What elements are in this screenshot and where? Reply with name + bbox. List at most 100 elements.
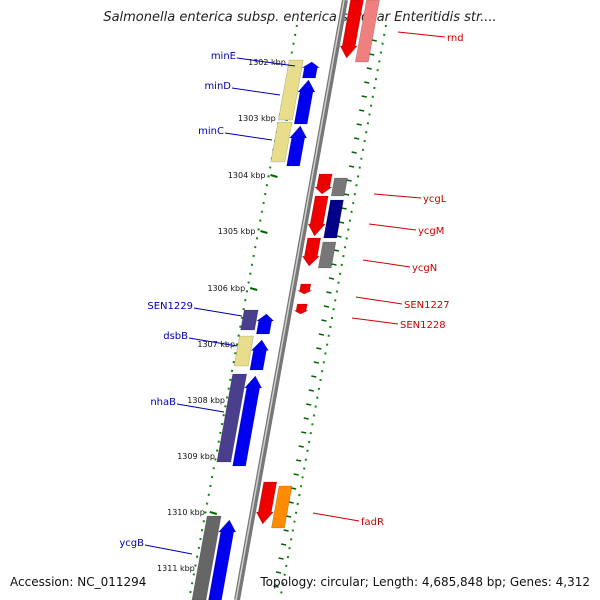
left-gene-labels: minE minD minC SEN1229 dsbB nhaB ycgB — [119, 51, 296, 555]
minor-tick — [318, 333, 325, 336]
tick-label: 1307 kbp — [197, 340, 235, 349]
genome-backbone — [234, 0, 348, 600]
minor-tick — [275, 571, 282, 574]
gene-feature — [307, 195, 329, 237]
gene-label: minC — [198, 126, 224, 137]
leader-line — [351, 317, 399, 325]
tick-label: 1303 kbp — [238, 114, 276, 123]
leader-line — [144, 544, 193, 555]
gene-feature — [301, 61, 321, 79]
leader-line — [176, 403, 225, 413]
cds-feature — [240, 309, 259, 331]
minor-tick — [364, 81, 370, 84]
gene-feature — [297, 283, 312, 295]
minor-tick — [293, 473, 299, 476]
genome-backbone-highlight — [235, 0, 345, 600]
topology-text: Topology: circular; Length: 4,685,848 bp… — [260, 575, 590, 589]
minor-tick — [351, 151, 357, 154]
tick-mark — [260, 230, 268, 234]
gene-feature — [293, 303, 309, 315]
minor-tick — [316, 347, 322, 350]
minor-tick — [326, 291, 332, 294]
minor-tick — [331, 263, 337, 266]
minor-tick — [288, 501, 294, 504]
gene-features — [191, 0, 380, 600]
leader-line — [373, 193, 422, 199]
tick-mark — [249, 287, 258, 291]
gene-feature — [314, 173, 333, 195]
minor-tick — [303, 417, 309, 420]
gene-feature — [339, 0, 364, 59]
gene-feature — [255, 481, 278, 525]
minor-tick — [273, 585, 279, 588]
accession-text: Accession: NC_011294 — [10, 575, 147, 589]
minor-tick — [343, 193, 350, 196]
cds-feature — [270, 121, 293, 163]
minor-tick — [328, 277, 335, 280]
leader-line — [312, 512, 360, 522]
gene-label: SEN1228 — [400, 320, 446, 331]
gene-feature — [255, 313, 275, 335]
gene-label: ycgL — [423, 194, 447, 205]
tick-label: 1311 kbp — [157, 564, 195, 573]
cds-feature — [323, 199, 344, 239]
minor-tick — [321, 319, 327, 322]
tick-label: 1310 kbp — [167, 508, 205, 517]
minor-tick — [336, 235, 342, 238]
minor-tick — [354, 137, 360, 140]
gene-feature — [301, 237, 322, 267]
gene-label: ycgM — [418, 226, 444, 237]
cds-feature — [354, 0, 380, 63]
cds-feature — [278, 59, 304, 121]
cds-feature — [216, 373, 248, 463]
gene-feature — [208, 519, 237, 600]
leader-line — [231, 87, 281, 96]
minor-tick — [359, 109, 365, 112]
leader-line — [368, 223, 417, 231]
minor-tick — [283, 529, 289, 532]
gene-label: dsbB — [163, 331, 188, 342]
minor-tick — [366, 67, 372, 70]
minor-tick — [361, 95, 367, 98]
tick-label: 1305 kbp — [218, 227, 256, 236]
tick-mark — [270, 174, 278, 178]
minor-tick — [291, 487, 297, 490]
right-gene-labels: rnd ycgL ycgM ycgN SEN1227 SEN1228 fadR — [312, 31, 464, 528]
minor-tick — [298, 445, 304, 448]
tick-label: 1308 kbp — [187, 396, 225, 405]
cds-feature — [271, 485, 293, 529]
cds-feature — [233, 335, 254, 367]
leader-line — [188, 337, 238, 347]
minor-tick — [348, 165, 355, 168]
cds-feature — [330, 177, 348, 197]
gene-feature — [232, 375, 263, 467]
left-track-boundary — [188, 24, 298, 600]
cds-feature — [191, 515, 222, 600]
minor-tick — [341, 207, 347, 210]
leader-line — [224, 132, 273, 141]
tick-label: 1304 kbp — [228, 171, 266, 180]
minor-tick — [333, 249, 340, 252]
gene-label: minE — [211, 51, 236, 62]
gene-label: nhaB — [150, 397, 176, 408]
tick-label: 1306 kbp — [207, 284, 245, 293]
gene-label: minD — [204, 81, 231, 92]
cds-feature — [317, 241, 337, 269]
gene-feature — [249, 339, 269, 371]
leader-line — [355, 296, 403, 305]
tick-label: 1309 kbp — [177, 452, 215, 461]
tick-mark — [209, 511, 218, 515]
leader-line — [236, 57, 296, 67]
minor-tick — [338, 221, 345, 224]
gene-label: SEN1227 — [404, 300, 450, 311]
gene-label: rnd — [447, 33, 464, 44]
minor-tick — [371, 39, 377, 42]
minor-tick — [285, 515, 292, 518]
minor-tick — [296, 459, 302, 462]
gene-feature — [293, 79, 316, 125]
right-track-boundary — [279, 24, 387, 600]
leader-line — [193, 307, 243, 317]
gene-label: ycgB — [119, 538, 144, 549]
minor-tick — [280, 543, 287, 546]
